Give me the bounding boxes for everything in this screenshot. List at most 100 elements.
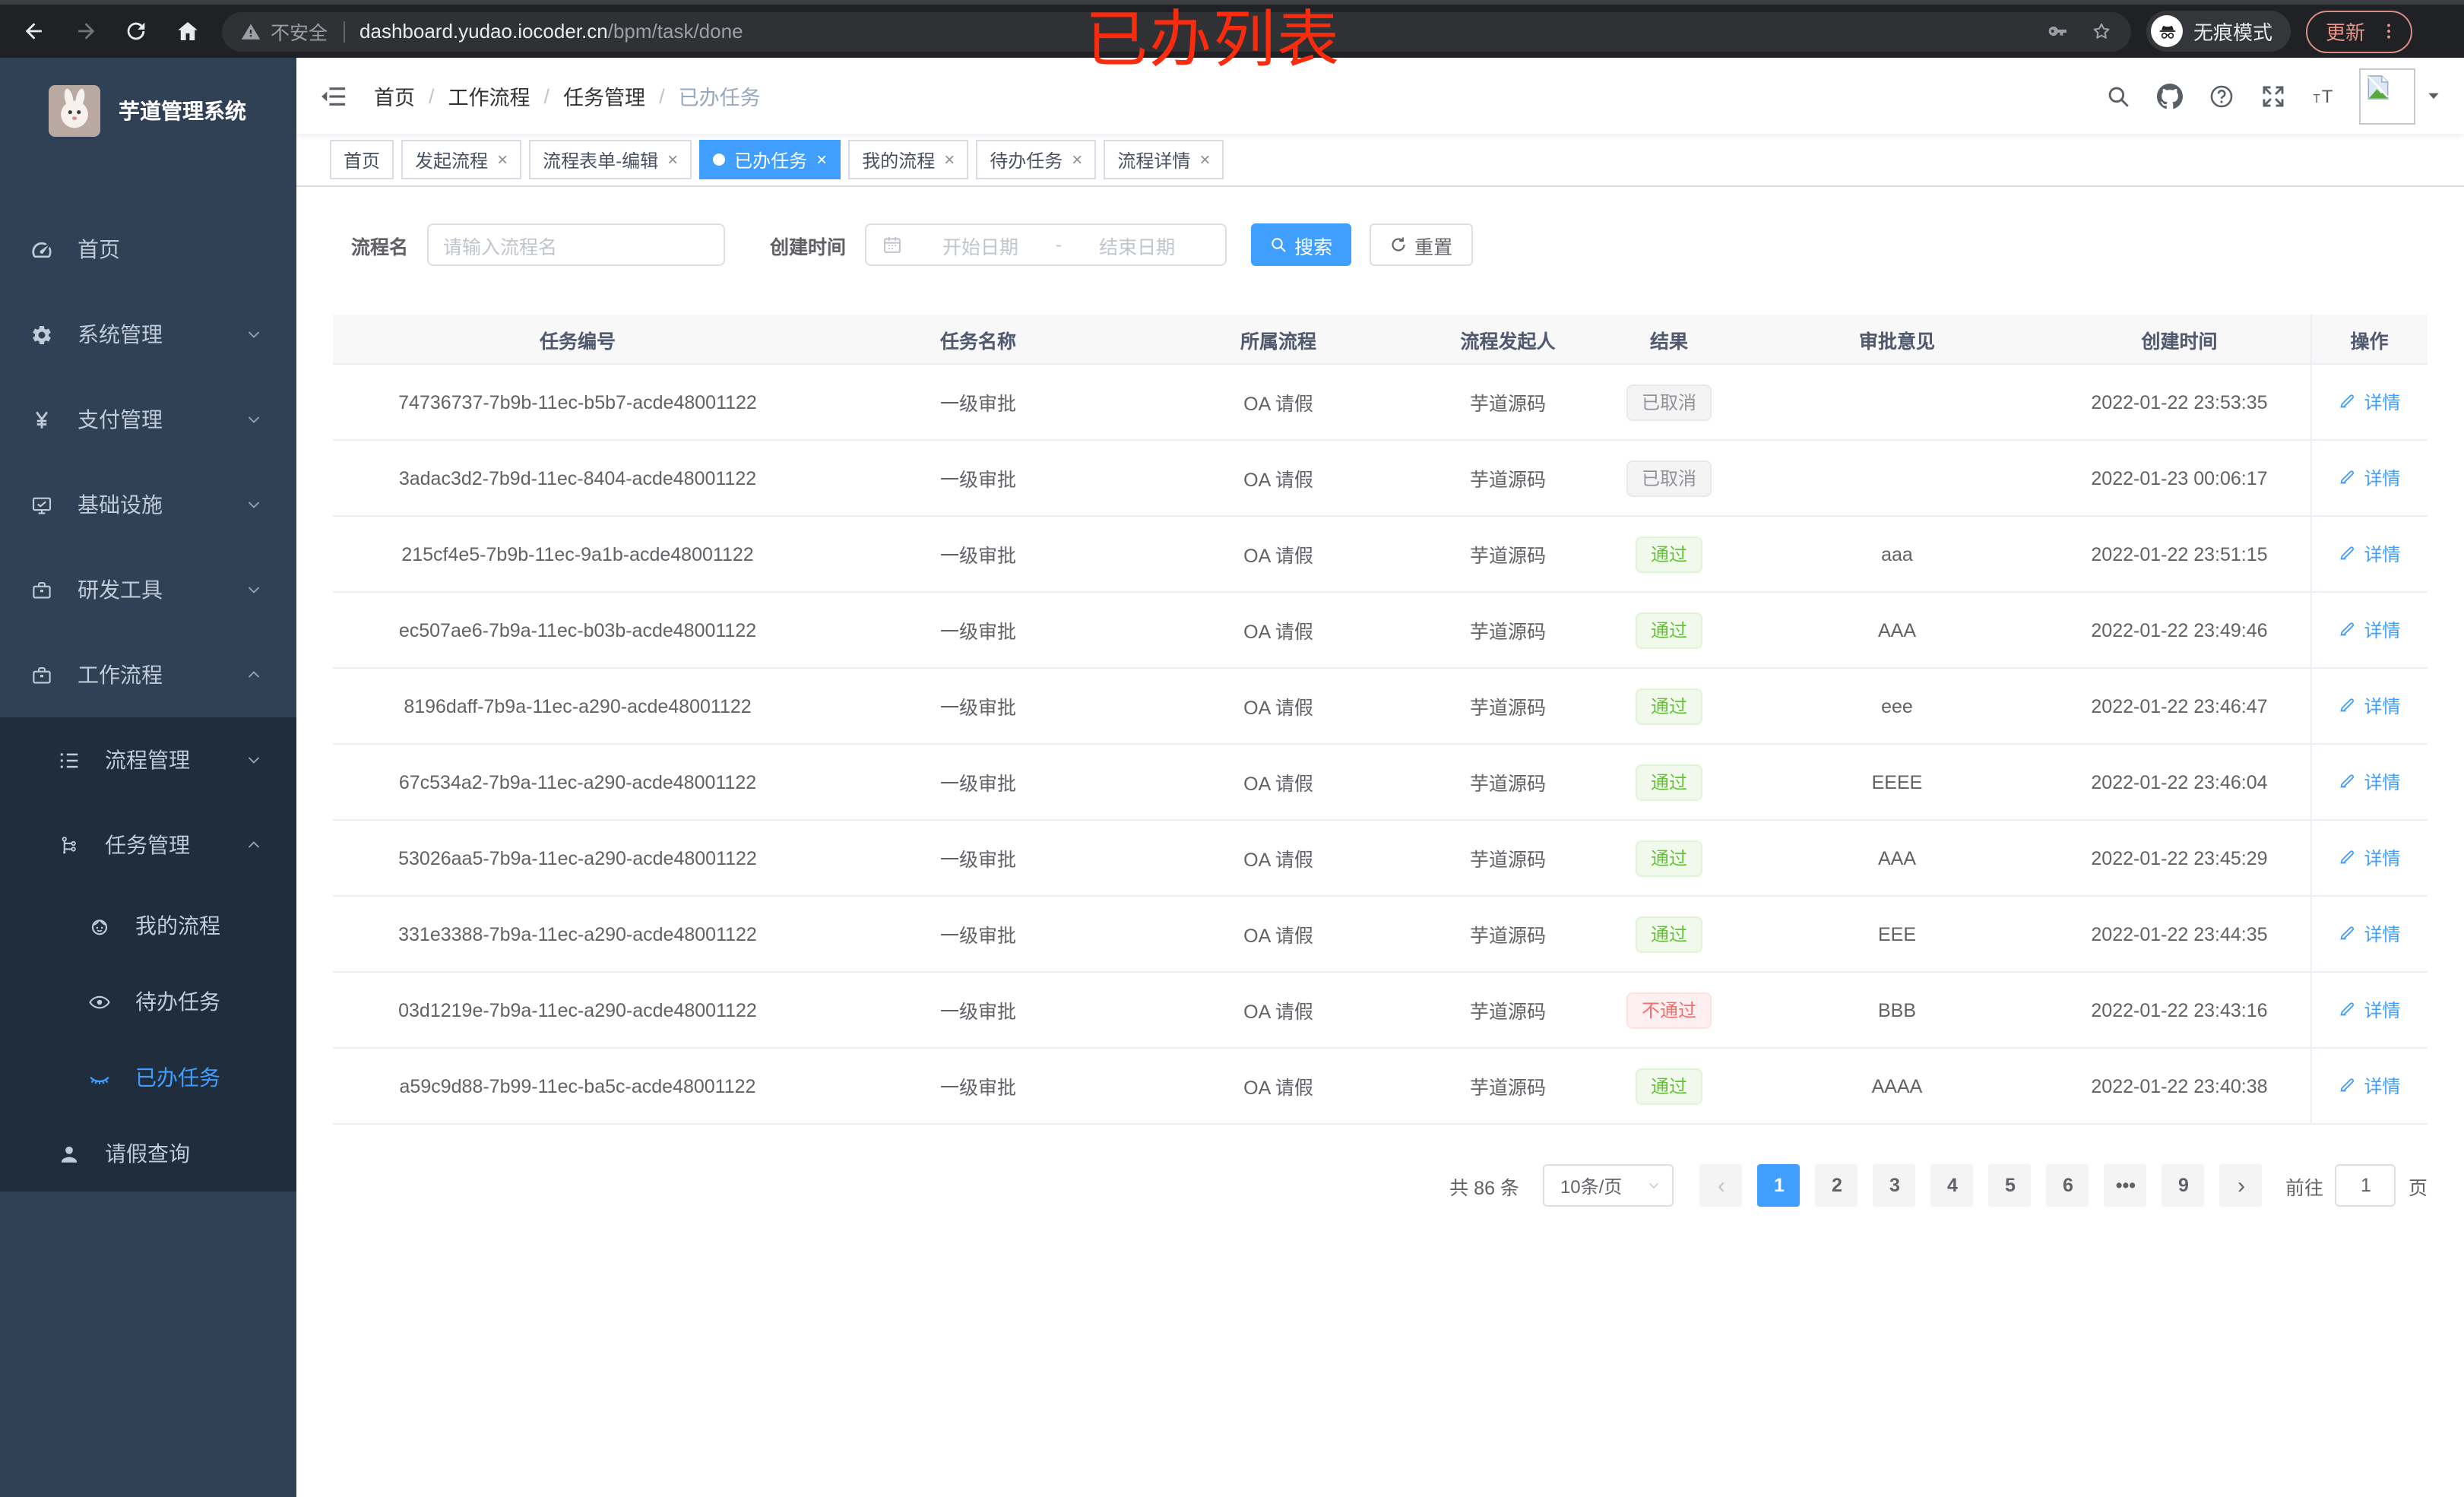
- cell-result: 通过: [1593, 516, 1745, 593]
- close-icon[interactable]: ×: [1072, 149, 1083, 170]
- eye-icon: [88, 990, 111, 1013]
- search-button[interactable]: 搜索: [1250, 223, 1351, 266]
- key-icon[interactable]: [2046, 20, 2069, 43]
- sidebar-item-system[interactable]: 系统管理: [0, 292, 296, 377]
- list-icon: [58, 748, 81, 771]
- page-button-2[interactable]: 2: [1815, 1164, 1858, 1207]
- sidebar-item-infra[interactable]: 基础设施: [0, 462, 296, 547]
- breadcrumb-item[interactable]: 任务管理: [563, 87, 646, 109]
- search-icon[interactable]: [2105, 83, 2131, 109]
- cell-created: 2022-01-22 23:51:15: [2049, 516, 2310, 593]
- help-icon[interactable]: [2209, 83, 2234, 109]
- process-name-placeholder: 请输入流程名: [443, 236, 558, 258]
- goto-page-input[interactable]: 1: [2335, 1164, 2396, 1207]
- page-button-5[interactable]: 5: [1988, 1164, 2032, 1207]
- tab-2[interactable]: 流程表单-编辑 ×: [529, 140, 692, 179]
- next-page-button[interactable]: ›: [2219, 1164, 2263, 1207]
- detail-link[interactable]: 详情: [2338, 1073, 2401, 1099]
- reload-icon[interactable]: [124, 18, 150, 44]
- user-icon: [58, 1142, 81, 1165]
- close-icon[interactable]: ×: [816, 149, 828, 170]
- breadcrumb-item[interactable]: 工作流程: [448, 87, 530, 109]
- detail-link[interactable]: 详情: [2338, 465, 2401, 491]
- sidebar-item-payment[interactable]: 支付管理: [0, 377, 296, 462]
- caret-down-icon[interactable]: [2426, 88, 2441, 103]
- detail-link-label: 详情: [2364, 923, 2401, 945]
- url-path: /bpm/task/done: [607, 20, 743, 43]
- tab-5[interactable]: 待办任务 ×: [976, 140, 1097, 179]
- fullscreen-icon[interactable]: [2260, 83, 2286, 109]
- detail-link[interactable]: 详情: [2338, 389, 2401, 415]
- monitor-icon: [30, 493, 53, 516]
- star-icon[interactable]: [2090, 20, 2113, 43]
- detail-link-label: 详情: [2364, 543, 2401, 565]
- close-icon[interactable]: ×: [667, 149, 679, 170]
- cell-result: 通过: [1593, 592, 1745, 669]
- tab-6[interactable]: 流程详情 ×: [1104, 140, 1224, 179]
- detail-link[interactable]: 详情: [2338, 921, 2401, 947]
- sidebar-item-todo-tasks[interactable]: 待办任务: [0, 964, 296, 1040]
- process-name-input[interactable]: 请输入流程名: [426, 223, 725, 266]
- cell-task-id: 215cf4e5-7b9b-11ec-9a1b-acde48001122: [333, 516, 822, 593]
- edit-icon: [2338, 545, 2356, 563]
- sidebar-item-my-process[interactable]: 我的流程: [0, 888, 296, 964]
- avatar[interactable]: [2359, 68, 2415, 124]
- update-button[interactable]: 更新: [2306, 10, 2413, 52]
- tab-3[interactable]: 已办任务 ×: [699, 140, 841, 179]
- detail-link[interactable]: 详情: [2338, 541, 2401, 567]
- page-button-9[interactable]: 9: [2162, 1164, 2205, 1207]
- sidebar-item-devtools[interactable]: 研发工具: [0, 547, 296, 632]
- detail-link[interactable]: 详情: [2338, 617, 2401, 643]
- cell-comment: EEEE: [1745, 744, 2049, 821]
- column-header: 审批意见: [1745, 315, 2049, 365]
- date-range-input[interactable]: 开始日期 - 结束日期: [864, 223, 1227, 266]
- sidebar-item-label: 我的流程: [135, 913, 220, 938]
- detail-link[interactable]: 详情: [2338, 997, 2401, 1023]
- page-button-1[interactable]: 1: [1757, 1164, 1800, 1207]
- tab-1[interactable]: 发起流程 ×: [401, 140, 522, 179]
- detail-link[interactable]: 详情: [2338, 769, 2401, 795]
- sidebar-item-leave-query[interactable]: 请假查询: [0, 1116, 296, 1192]
- table-row: a59c9d88-7b99-11ec-ba5c-acde48001122 一级审…: [333, 1048, 2428, 1125]
- logo[interactable]: 芋道管理系统: [0, 58, 296, 149]
- sidebar-item-home[interactable]: 首页: [0, 207, 296, 292]
- tab-4[interactable]: 我的流程 ×: [848, 140, 969, 179]
- back-icon[interactable]: [22, 18, 48, 44]
- page-button-4[interactable]: 4: [1930, 1164, 1974, 1207]
- breadcrumb-item[interactable]: 首页: [374, 87, 415, 109]
- warning-icon: [240, 21, 261, 42]
- cell-task-id: 03d1219e-7b9a-11ec-a290-acde48001122: [333, 972, 822, 1049]
- edit-icon: [2338, 469, 2356, 487]
- sidebar-item-done-tasks[interactable]: 已办任务: [0, 1040, 296, 1116]
- security-label[interactable]: 不安全: [271, 23, 328, 44]
- close-icon[interactable]: ×: [1199, 149, 1211, 170]
- prev-page-button[interactable]: ‹: [1699, 1164, 1743, 1207]
- cell-created: 2022-01-22 23:44:35: [2049, 896, 2310, 973]
- detail-link-label: 详情: [2364, 695, 2401, 717]
- more-pages-button[interactable]: •••: [2104, 1164, 2147, 1207]
- reset-button[interactable]: 重置: [1369, 223, 1473, 266]
- sidebar-item-process-mgmt[interactable]: 流程管理: [0, 717, 296, 802]
- detail-link[interactable]: 详情: [2338, 693, 2401, 719]
- kebab-menu-icon[interactable]: [2379, 21, 2399, 41]
- tab-0[interactable]: 首页: [330, 140, 394, 179]
- page-size-select[interactable]: 10条/页: [1543, 1164, 1674, 1207]
- hamburger-icon[interactable]: [319, 81, 348, 110]
- cell-task-id: ec507ae6-7b9a-11ec-b03b-acde48001122: [333, 592, 822, 669]
- forward-icon[interactable]: [73, 18, 99, 44]
- close-icon[interactable]: ×: [944, 149, 955, 170]
- cell-actions: 详情: [2310, 668, 2428, 745]
- github-icon[interactable]: [2157, 83, 2183, 109]
- toolbox-icon: [30, 578, 53, 601]
- page-button-6[interactable]: 6: [2046, 1164, 2089, 1207]
- cell-starter: 芋道源码: [1423, 364, 1593, 441]
- home-icon[interactable]: [175, 18, 201, 44]
- sidebar-item-workflow[interactable]: 工作流程: [0, 632, 296, 717]
- sidebar-item-task-mgmt[interactable]: 任务管理: [0, 802, 296, 888]
- detail-link[interactable]: 详情: [2338, 845, 2401, 871]
- url-bar[interactable]: 不安全 dashboard.yudao.iocoder.cn/bpm/task/…: [222, 11, 2131, 51]
- table-row: 331e3388-7b9a-11ec-a290-acde48001122 一级审…: [333, 896, 2428, 973]
- close-icon[interactable]: ×: [497, 149, 508, 170]
- page-button-3[interactable]: 3: [1873, 1164, 1916, 1207]
